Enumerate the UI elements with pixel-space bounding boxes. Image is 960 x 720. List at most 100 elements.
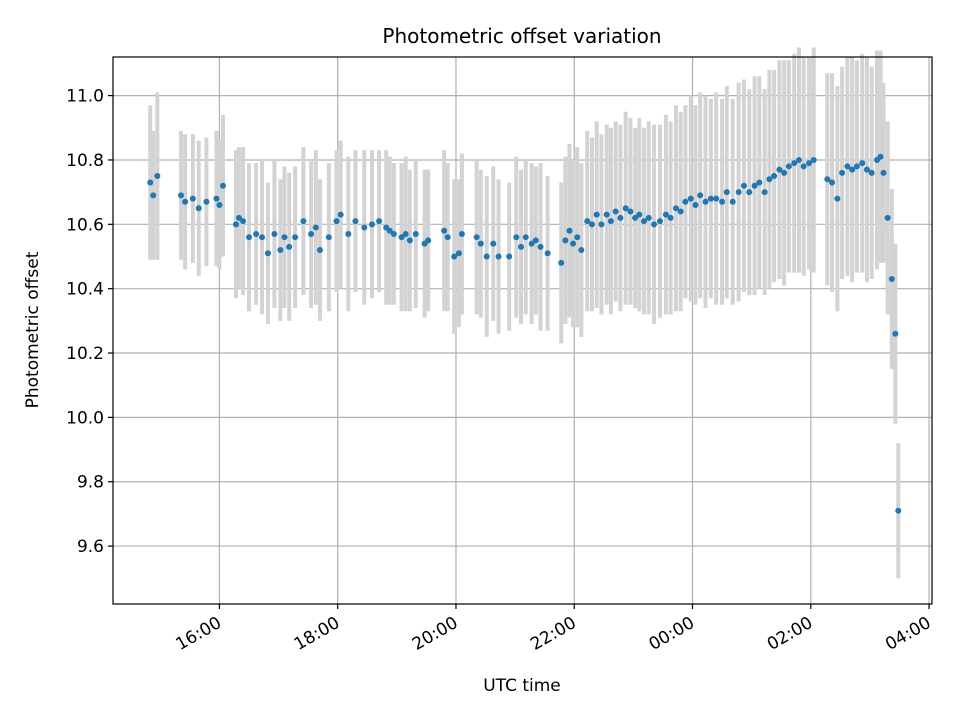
data-point	[271, 230, 278, 237]
data-point	[316, 247, 323, 254]
data-point	[325, 234, 332, 241]
data-point	[345, 230, 352, 237]
y-axis-ticks: 9.6 9.8 10.0 10.2 10.4 10.6 10.8 11.0	[66, 87, 113, 557]
data-point	[253, 230, 260, 237]
data-point	[473, 234, 480, 241]
x-axis-label: UTC time	[483, 676, 561, 696]
y-tick-label: 10.2	[66, 344, 104, 364]
x-tick-label: 18:00	[291, 613, 343, 655]
y-tick-label: 10.4	[66, 280, 104, 300]
data-point	[566, 227, 573, 234]
x-tick-label: 00:00	[646, 613, 698, 655]
data-point	[877, 153, 884, 160]
y-axis-label: Photometric offset	[23, 251, 43, 408]
data-point	[735, 189, 742, 196]
data-point	[425, 237, 432, 244]
data-point	[800, 163, 807, 170]
data-point	[751, 182, 758, 189]
data-point	[785, 163, 792, 170]
data-point	[246, 234, 253, 241]
data-point	[662, 211, 669, 218]
plot-frame	[112, 56, 933, 605]
data-point	[390, 230, 397, 237]
data-point	[895, 507, 902, 514]
data-point	[513, 234, 520, 241]
data-point	[723, 189, 730, 196]
data-point	[603, 211, 610, 218]
data-point	[544, 250, 551, 257]
data-point	[598, 221, 605, 228]
data-point	[441, 227, 448, 234]
data-point	[402, 230, 409, 237]
data-point	[834, 195, 841, 202]
data-point	[849, 166, 856, 173]
data-point	[667, 214, 674, 221]
data-point	[352, 218, 359, 225]
data-point	[771, 173, 778, 180]
y-tick-label: 10.6	[66, 215, 104, 235]
data-point	[776, 166, 783, 173]
data-point	[477, 240, 484, 247]
data-point	[232, 221, 239, 228]
data-point	[612, 208, 619, 215]
y-tick-label: 10.8	[66, 151, 104, 171]
data-point	[574, 234, 581, 241]
data-point	[490, 240, 497, 247]
x-tick-label: 16:00	[173, 613, 225, 655]
data-point	[707, 195, 714, 202]
data-point	[806, 160, 813, 167]
data-point	[687, 195, 694, 202]
data-point	[300, 218, 307, 225]
data-point	[412, 230, 419, 237]
data-point	[677, 208, 684, 215]
data-point	[740, 182, 747, 189]
data-point	[506, 253, 513, 260]
data-point	[682, 198, 689, 205]
data-point	[859, 160, 866, 167]
data-point	[483, 253, 490, 260]
data-point	[868, 169, 875, 176]
data-point	[645, 214, 652, 221]
data-point	[719, 198, 726, 205]
data-point	[455, 250, 462, 257]
data-point	[617, 214, 624, 221]
x-tick-label: 04:00	[882, 613, 934, 655]
data-point	[627, 208, 634, 215]
data-point	[766, 176, 773, 183]
data-point	[189, 195, 196, 202]
x-tick-label: 02:00	[764, 613, 816, 655]
data-point	[593, 211, 600, 218]
data-point	[829, 179, 836, 186]
data-point	[656, 218, 663, 225]
data-point	[182, 198, 189, 205]
data-point	[337, 211, 344, 218]
data-point	[641, 218, 648, 225]
data-point	[584, 218, 591, 225]
data-point	[532, 237, 539, 244]
data-point	[607, 218, 614, 225]
data-point	[406, 237, 413, 244]
data-point	[522, 234, 529, 241]
data-point	[756, 179, 763, 186]
data-point	[562, 237, 569, 244]
data-point	[528, 240, 535, 247]
data-point	[692, 202, 699, 209]
data-point	[795, 156, 802, 163]
data-point	[518, 243, 525, 250]
y-tick-label: 10.0	[66, 408, 104, 428]
data-point	[880, 169, 887, 176]
y-tick-label: 9.8	[77, 473, 104, 493]
data-point	[570, 240, 577, 247]
chart-title: Photometric offset variation	[382, 24, 661, 48]
data-point	[844, 163, 851, 170]
data-point	[884, 214, 891, 221]
data-point	[281, 234, 288, 241]
data-point	[810, 156, 817, 163]
data-point	[578, 247, 585, 254]
data-point	[632, 214, 639, 221]
data-point	[235, 214, 242, 221]
data-point	[537, 243, 544, 250]
data-point	[495, 253, 502, 260]
y-tick-label: 9.6	[77, 537, 104, 557]
